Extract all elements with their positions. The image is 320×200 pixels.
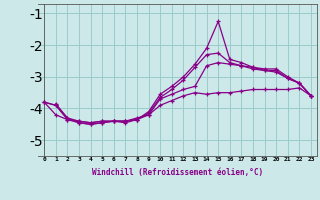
X-axis label: Windchill (Refroidissement éolien,°C): Windchill (Refroidissement éolien,°C) xyxy=(92,168,263,177)
